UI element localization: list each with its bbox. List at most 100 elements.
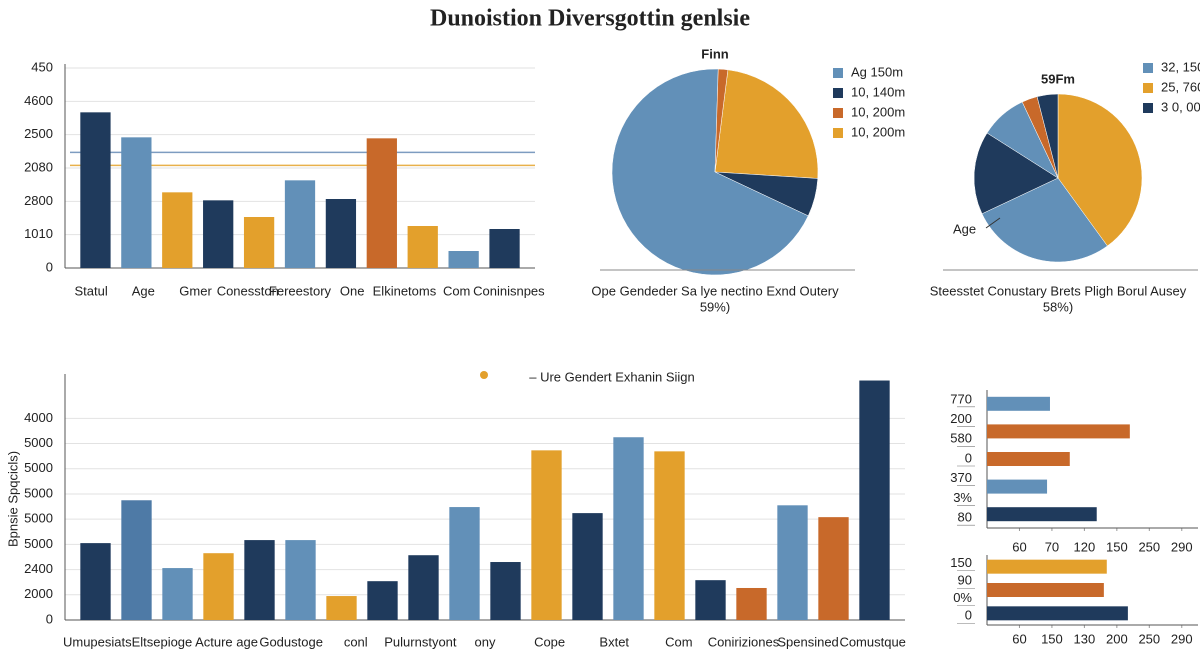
y-tick-label: 2400 bbox=[24, 561, 53, 576]
y-tick-label: 2500 bbox=[24, 126, 53, 141]
x-tick-label: 200 bbox=[1106, 631, 1128, 646]
bar bbox=[987, 479, 1048, 494]
x-tick-label: Elkinetoms bbox=[373, 283, 437, 298]
caption: 59%) bbox=[700, 299, 730, 314]
bar bbox=[121, 137, 152, 268]
x-tick-label: Com bbox=[443, 283, 470, 298]
y-tick-label: 1010 bbox=[24, 226, 53, 241]
y-tick-label: 4000 bbox=[24, 410, 53, 425]
bar bbox=[695, 580, 726, 620]
x-tick-label: conl bbox=[344, 634, 368, 649]
x-tick-label: 150 bbox=[1106, 539, 1128, 554]
pie-slice bbox=[981, 177, 1108, 263]
bar bbox=[325, 199, 357, 268]
x-tick-label: Fereestory bbox=[269, 283, 332, 298]
bar bbox=[489, 229, 520, 268]
legend-label: 25, 760m bbox=[1161, 79, 1200, 94]
bar bbox=[987, 424, 1130, 439]
caption: Steesstet Conustary Brets Pligh Borul Au… bbox=[930, 283, 1187, 298]
pie-slice bbox=[714, 68, 729, 173]
x-tick-label: One bbox=[340, 283, 365, 298]
bar bbox=[285, 540, 316, 620]
y-tick-label: 2080 bbox=[24, 159, 53, 174]
x-tick-label: 60 bbox=[1012, 631, 1026, 646]
y-tick-label: 4600 bbox=[24, 93, 53, 108]
bar bbox=[367, 581, 398, 620]
bar bbox=[408, 555, 439, 620]
x-tick-label: Age bbox=[132, 283, 155, 298]
bar bbox=[531, 450, 562, 620]
bar bbox=[80, 112, 111, 268]
bar bbox=[449, 507, 480, 620]
y-tick-label: 3% bbox=[953, 490, 972, 505]
y-tick-label: 0 bbox=[965, 450, 972, 465]
x-tick-label: Eltsepioge bbox=[132, 634, 193, 649]
bar bbox=[490, 562, 521, 620]
bar bbox=[987, 559, 1107, 574]
y-tick-label: 80 bbox=[958, 510, 972, 525]
x-tick-label: 290 bbox=[1171, 539, 1193, 554]
x-tick-label: Conesston bbox=[217, 283, 279, 298]
chart-title: – Ure Gendert Exhanin Siign bbox=[529, 369, 694, 384]
x-tick-label: Com bbox=[665, 634, 692, 649]
x-tick-label: Acture age bbox=[195, 634, 258, 649]
legend-swatch bbox=[833, 128, 843, 138]
bar bbox=[162, 568, 193, 620]
page-title: Dunoistion Diversgottin genlsie bbox=[430, 6, 750, 32]
y-tick-label: 0% bbox=[953, 590, 972, 605]
bar bbox=[654, 451, 685, 620]
bar bbox=[366, 138, 397, 268]
x-tick-label: Statul bbox=[74, 283, 107, 298]
pie-slice bbox=[1036, 93, 1059, 179]
x-tick-label: 250 bbox=[1138, 539, 1160, 554]
x-tick-label: 60 bbox=[1012, 539, 1026, 554]
legend-swatch bbox=[833, 68, 843, 78]
annotation-leader bbox=[985, 217, 1001, 229]
x-tick-label: Coniriziones bbox=[708, 634, 780, 649]
pie-slice bbox=[1057, 93, 1143, 247]
bar bbox=[448, 251, 479, 268]
caption: Ope Gendeder Sa lye nectino Exnd Outery bbox=[591, 283, 839, 298]
legend-label: 10, 140m bbox=[851, 84, 905, 99]
pie-slice bbox=[611, 68, 809, 276]
title-marker bbox=[480, 371, 488, 379]
x-tick-label: Gmer bbox=[179, 283, 212, 298]
legend-swatch bbox=[1143, 63, 1153, 73]
bar bbox=[284, 180, 316, 268]
bar bbox=[203, 553, 234, 620]
bar bbox=[244, 540, 275, 620]
legend-swatch bbox=[1143, 83, 1153, 93]
y-tick-label: 90 bbox=[958, 573, 972, 588]
bar bbox=[987, 606, 1128, 621]
bar bbox=[987, 452, 1070, 466]
legend-label: 32, 150m bbox=[1161, 59, 1200, 74]
x-tick-label: Comustque bbox=[839, 634, 905, 649]
bar bbox=[777, 505, 808, 620]
x-tick-label: 70 bbox=[1045, 539, 1059, 554]
bar bbox=[203, 200, 234, 268]
x-tick-label: 130 bbox=[1074, 631, 1096, 646]
bar bbox=[162, 192, 193, 268]
x-tick-label: Spensined bbox=[777, 634, 838, 649]
bar bbox=[572, 513, 603, 620]
legend-label: 10, 200m bbox=[851, 124, 905, 139]
bar bbox=[987, 583, 1104, 597]
bar bbox=[613, 437, 644, 620]
y-tick-label: 200 bbox=[950, 411, 972, 426]
x-tick-label: Godustoge bbox=[259, 634, 323, 649]
y-tick-label: 770 bbox=[950, 391, 972, 406]
y-tick-label: 450 bbox=[31, 59, 53, 74]
y-axis-label: Bpnsie Spqcicls) bbox=[5, 451, 20, 547]
legend-label: Ag 150m bbox=[851, 64, 903, 79]
bar bbox=[407, 226, 438, 268]
y-tick-label: 5000 bbox=[24, 460, 53, 475]
x-tick-label: Pulurnstyont bbox=[384, 634, 457, 649]
chart-title: Finn bbox=[701, 46, 728, 61]
x-tick-label: Umupesiats bbox=[63, 634, 132, 649]
y-tick-label: 2000 bbox=[24, 586, 53, 601]
bar bbox=[736, 587, 767, 620]
annotation: Age bbox=[953, 221, 976, 236]
x-tick-label: Cope bbox=[534, 634, 565, 649]
legend-swatch bbox=[833, 88, 843, 98]
